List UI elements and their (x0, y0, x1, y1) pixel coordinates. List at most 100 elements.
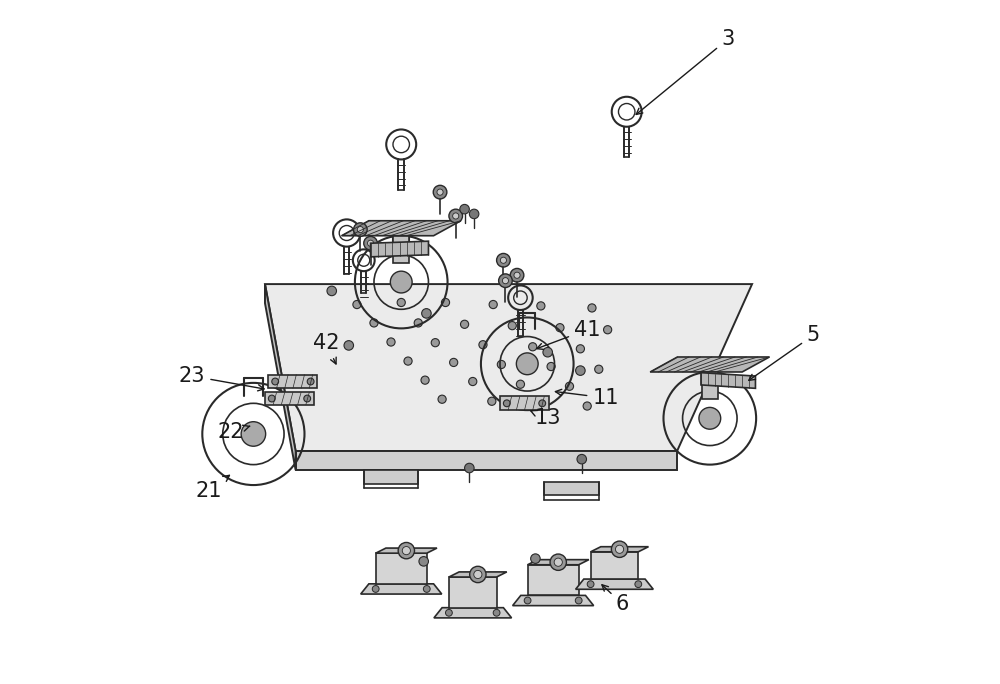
Polygon shape (268, 375, 317, 389)
Circle shape (465, 463, 474, 473)
Text: 22: 22 (218, 422, 250, 442)
Polygon shape (393, 236, 409, 263)
Circle shape (488, 397, 496, 406)
Circle shape (497, 360, 505, 369)
Polygon shape (296, 451, 677, 470)
Polygon shape (449, 577, 497, 607)
Circle shape (357, 226, 363, 233)
Circle shape (583, 402, 591, 410)
Circle shape (577, 454, 587, 464)
Polygon shape (342, 221, 461, 236)
Circle shape (469, 209, 479, 219)
Circle shape (531, 554, 540, 564)
Circle shape (576, 345, 584, 353)
Polygon shape (528, 560, 589, 565)
Circle shape (565, 382, 574, 391)
Circle shape (500, 257, 506, 263)
Circle shape (550, 554, 566, 570)
Circle shape (479, 341, 487, 349)
Circle shape (556, 324, 564, 332)
Circle shape (449, 209, 463, 223)
Circle shape (539, 400, 546, 407)
Circle shape (414, 319, 422, 327)
Circle shape (433, 185, 447, 199)
Circle shape (344, 341, 354, 350)
Circle shape (516, 353, 538, 375)
Circle shape (508, 321, 516, 330)
Circle shape (635, 581, 642, 588)
Circle shape (699, 408, 721, 429)
Polygon shape (265, 284, 752, 451)
Circle shape (450, 358, 458, 367)
Circle shape (272, 378, 279, 385)
Circle shape (503, 400, 510, 407)
Circle shape (364, 237, 377, 250)
Circle shape (535, 399, 544, 408)
Polygon shape (544, 482, 599, 495)
Circle shape (402, 547, 410, 555)
Circle shape (595, 365, 603, 373)
Circle shape (370, 319, 378, 327)
Polygon shape (376, 548, 437, 553)
Circle shape (422, 308, 431, 318)
Circle shape (241, 422, 266, 446)
Text: 21: 21 (195, 475, 229, 501)
Circle shape (529, 343, 537, 351)
Text: 13: 13 (531, 408, 561, 428)
Polygon shape (513, 595, 594, 605)
Circle shape (547, 363, 555, 371)
Circle shape (398, 542, 415, 559)
Circle shape (431, 339, 439, 347)
Circle shape (354, 223, 367, 237)
Circle shape (611, 541, 628, 557)
Circle shape (437, 189, 443, 195)
Circle shape (421, 376, 429, 384)
Circle shape (453, 213, 459, 219)
Circle shape (460, 320, 469, 328)
Circle shape (514, 272, 520, 278)
Circle shape (615, 545, 624, 553)
Circle shape (268, 395, 275, 402)
Circle shape (502, 278, 509, 284)
Circle shape (604, 326, 612, 334)
Circle shape (307, 378, 314, 385)
Text: 6: 6 (602, 585, 629, 614)
Circle shape (404, 357, 412, 365)
Polygon shape (364, 470, 418, 484)
Circle shape (493, 609, 500, 616)
Circle shape (524, 597, 531, 604)
Polygon shape (650, 357, 769, 372)
Polygon shape (265, 284, 296, 470)
Polygon shape (434, 607, 512, 618)
Circle shape (497, 254, 510, 267)
Circle shape (537, 302, 545, 310)
Circle shape (543, 347, 552, 357)
Polygon shape (371, 241, 428, 257)
Polygon shape (265, 393, 314, 405)
Text: 11: 11 (555, 388, 619, 408)
Circle shape (368, 240, 374, 246)
Circle shape (397, 298, 405, 306)
Circle shape (588, 304, 596, 312)
Circle shape (304, 395, 311, 402)
Polygon shape (376, 553, 427, 584)
Circle shape (353, 300, 361, 308)
Circle shape (499, 274, 512, 287)
Circle shape (423, 586, 430, 592)
Circle shape (474, 570, 482, 579)
Circle shape (446, 609, 452, 616)
Circle shape (372, 586, 379, 592)
Circle shape (438, 395, 446, 404)
Circle shape (587, 581, 594, 588)
Polygon shape (702, 372, 718, 399)
Circle shape (419, 557, 428, 566)
Text: 3: 3 (636, 29, 735, 114)
Circle shape (387, 338, 395, 346)
Circle shape (516, 380, 525, 389)
Circle shape (575, 597, 582, 604)
Circle shape (554, 558, 562, 566)
Circle shape (327, 286, 337, 295)
Polygon shape (591, 552, 638, 579)
Circle shape (460, 205, 469, 214)
Circle shape (510, 268, 524, 282)
